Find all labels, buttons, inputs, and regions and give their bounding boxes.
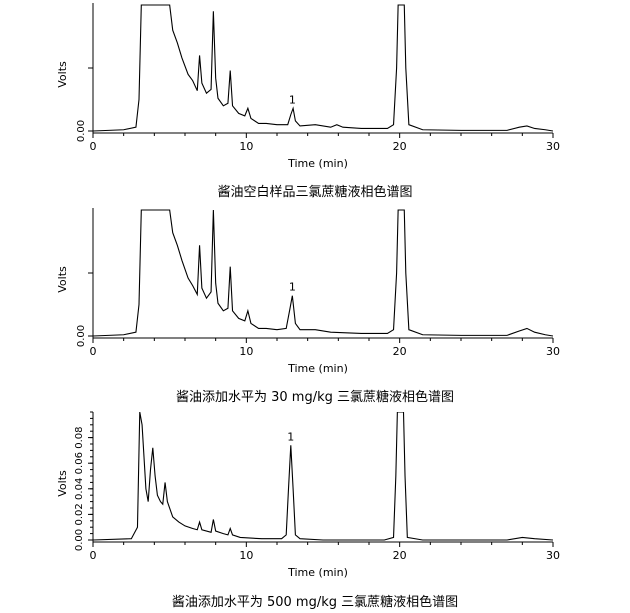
x-tick-label: 30 xyxy=(546,140,560,153)
y-tick-label: 0.02 xyxy=(74,503,85,525)
y-tick-label: 0.00 xyxy=(76,120,87,142)
caption-blank-sample: 酱油空白样品三氯蔗糖液相色谱图 xyxy=(217,185,413,200)
y-tick-label: 0.06 xyxy=(74,452,85,474)
chromatogram-trace xyxy=(93,209,553,337)
x-tick-label: 20 xyxy=(393,140,407,153)
x-tick-label: 10 xyxy=(239,345,253,358)
chromatogram-panel-1: 0 10 20 30 0.00 Volts Time (min) 1 xyxy=(56,3,560,170)
chromatogram-trace xyxy=(93,4,553,132)
y-tick-label: 0.00 xyxy=(74,529,85,551)
x-tick-label: 30 xyxy=(546,345,560,358)
x-tick-label: 20 xyxy=(393,549,407,562)
y-tick-label: 0.00 xyxy=(76,325,87,347)
x-tick-label: 0 xyxy=(90,345,97,358)
peak-label: 1 xyxy=(289,93,296,106)
y-tick-label: 0.08 xyxy=(74,426,85,448)
x-axis-label: Time (min) xyxy=(287,566,348,579)
y-axis-label: Volts xyxy=(56,61,69,88)
x-axis-label: Time (min) xyxy=(287,157,348,170)
chromatogram-trace xyxy=(93,412,553,541)
caption-30mgkg-sample: 酱油添加水平为 30 mg/kg 三氯蔗糖液相色谱图 xyxy=(175,390,454,405)
chromatogram-panel-2: 0 10 20 30 0.00 Volts Time (min) 1 xyxy=(56,208,560,375)
y-axis-label: Volts xyxy=(56,266,69,293)
x-tick-label: 30 xyxy=(546,549,560,562)
caption-500mgkg-sample: 酱油添加水平为 500 mg/kg 三氯蔗糖液相色谱图 xyxy=(171,595,459,610)
peak-label: 1 xyxy=(289,281,296,294)
y-tick-label: 0.04 xyxy=(74,478,85,500)
x-tick-label: 10 xyxy=(239,549,253,562)
x-tick-label: 20 xyxy=(393,345,407,358)
x-axis-label: Time (min) xyxy=(287,362,348,375)
chromatogram-panel-3: 0 10 20 30 0.00 0.02 0.04 0.06 0.08 Volts Time (mi… xyxy=(56,411,560,579)
x-tick-label: 0 xyxy=(90,140,97,153)
y-axis-label: Volts xyxy=(56,470,69,497)
x-tick-label: 10 xyxy=(239,140,253,153)
x-tick-label: 0 xyxy=(90,549,97,562)
peak-label: 1 xyxy=(287,430,294,443)
